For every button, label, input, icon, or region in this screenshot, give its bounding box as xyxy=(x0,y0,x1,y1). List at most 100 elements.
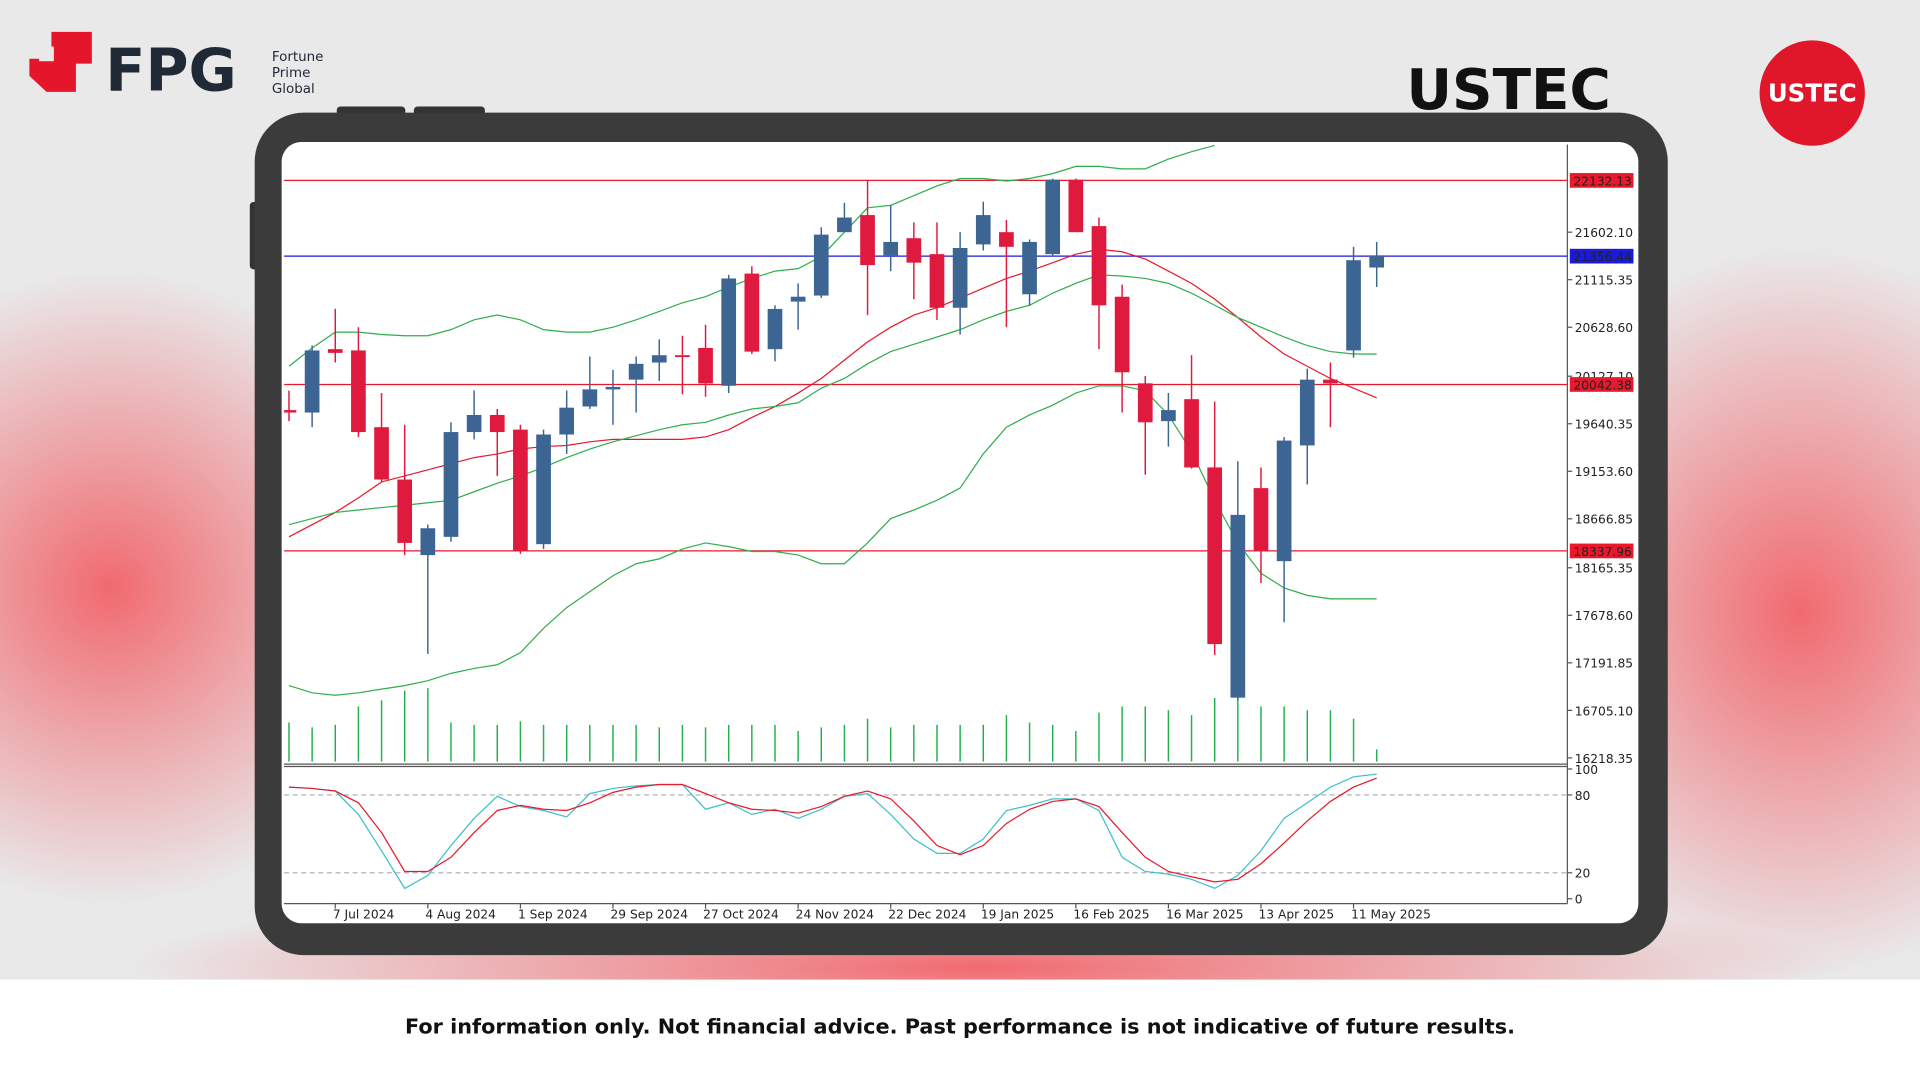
candle-body xyxy=(420,528,436,556)
badge xyxy=(1759,40,1865,146)
stoch-tick-label: 100 xyxy=(1575,763,1598,777)
disclaimer: For information only. Not financial advi… xyxy=(405,1014,1515,1038)
stochastic-panel xyxy=(284,773,1568,890)
brand-line: Fortune xyxy=(272,50,324,65)
candle-body xyxy=(284,410,297,413)
candle-body xyxy=(952,247,968,308)
candle-body xyxy=(536,434,551,545)
stoch-line xyxy=(288,777,1377,883)
y-tick-label: 16705.10 xyxy=(1575,704,1633,718)
y-tick-label: 18165.35 xyxy=(1575,562,1633,576)
brand: FPG xyxy=(105,36,236,105)
brand-line: Prime xyxy=(272,66,311,81)
candle-body xyxy=(1299,379,1315,446)
tablet-screen xyxy=(281,142,1639,924)
x-tick-label: 24 Nov 2024 xyxy=(796,907,875,921)
y-tick-label: 16218.35 xyxy=(1575,752,1633,766)
candle-body xyxy=(443,432,459,537)
y-tick-label: 21602.10 xyxy=(1575,226,1633,240)
candle-body xyxy=(1161,410,1176,422)
y-tick-label: 18666.85 xyxy=(1575,513,1633,527)
candle-body xyxy=(304,350,320,413)
candle-body xyxy=(374,427,389,480)
x-tick-label: 22 Dec 2024 xyxy=(888,907,966,921)
candle-body xyxy=(1068,179,1084,233)
x-tick-label: 16 Mar 2025 xyxy=(1166,907,1244,921)
candle-body xyxy=(975,215,991,245)
candle-body xyxy=(628,363,644,380)
candle-body xyxy=(906,238,922,263)
candle-body xyxy=(698,347,713,384)
y-tick-label: 20628.60 xyxy=(1575,321,1633,335)
candle-body xyxy=(327,349,343,353)
x-tick-label: 13 Apr 2025 xyxy=(1259,907,1335,921)
candle-body xyxy=(582,389,598,407)
candle-body xyxy=(721,278,737,386)
candle-body xyxy=(790,296,806,302)
candle-body xyxy=(675,355,690,358)
x-tick-label: 27 Oct 2024 xyxy=(703,907,779,921)
stoch-tick-label: 80 xyxy=(1575,789,1591,803)
x-tick-label: 7 Jul 2024 xyxy=(333,907,395,921)
y-tick-label: 17678.60 xyxy=(1575,609,1633,623)
y-tick-label: 19640.35 xyxy=(1575,418,1633,432)
logo-notch xyxy=(39,46,54,62)
chart-title: USTEC xyxy=(1406,58,1611,123)
candle-body xyxy=(397,479,413,543)
candle-body xyxy=(1253,488,1269,552)
level-tag xyxy=(1569,377,1634,392)
candle-body xyxy=(1114,296,1130,373)
logo: FPG Fortune Prime Global xyxy=(29,31,324,105)
candle-body xyxy=(837,217,852,233)
level-label: 18337.96 xyxy=(1573,545,1632,559)
candle-body xyxy=(860,215,875,266)
x-tick-label: 4 Aug 2024 xyxy=(425,907,496,921)
candle-body xyxy=(1137,383,1153,423)
candle-body xyxy=(1369,255,1385,268)
candle-body xyxy=(1276,440,1292,562)
candle-body xyxy=(883,241,899,256)
footer-band xyxy=(0,979,1920,1080)
brand-line: Global xyxy=(272,82,315,97)
stoch-tick-label: 0 xyxy=(1575,893,1583,907)
x-tick-label: 19 Jan 2025 xyxy=(981,907,1054,921)
level-tag xyxy=(1569,173,1634,188)
candle-body xyxy=(1207,467,1223,645)
candle-body xyxy=(351,350,366,433)
level-label: 21356.44 xyxy=(1573,250,1632,264)
candle-body xyxy=(999,232,1014,247)
badge-text: USTEC xyxy=(1768,79,1857,108)
overlay-line xyxy=(288,274,1377,526)
candle-body xyxy=(466,414,482,433)
stoch-tick-label: 20 xyxy=(1575,867,1591,881)
tablet xyxy=(249,106,1668,956)
candle-body xyxy=(929,254,945,308)
y-tick-label: 19153.60 xyxy=(1575,465,1633,479)
x-tick-label: 11 May 2025 xyxy=(1351,907,1431,921)
candle-body xyxy=(651,355,667,363)
y-tick-label: 21115.35 xyxy=(1575,274,1633,288)
logo-mark xyxy=(29,31,92,92)
candle-body xyxy=(559,407,575,435)
x-tick-label: 1 Sep 2024 xyxy=(518,907,588,921)
x-tick-label: 16 Feb 2025 xyxy=(1073,907,1149,921)
candle-body xyxy=(1230,514,1246,698)
candle-body xyxy=(767,308,783,350)
x-tick-label: 29 Sep 2024 xyxy=(611,907,689,921)
candle-body xyxy=(744,273,760,352)
candle-body xyxy=(513,429,528,552)
stoch-line xyxy=(288,773,1377,890)
level-label: 20042.38 xyxy=(1573,378,1631,392)
candle-body xyxy=(1184,399,1199,468)
candle-body xyxy=(605,386,621,390)
y-tick-label: 17191.85 xyxy=(1575,657,1633,671)
candle-body xyxy=(1091,226,1107,306)
candle-body xyxy=(1022,241,1037,295)
candle-body xyxy=(1323,379,1338,384)
candle-body xyxy=(813,234,829,296)
level-tag xyxy=(1569,248,1634,264)
level-tag xyxy=(1569,543,1634,559)
plot-area xyxy=(284,144,1568,762)
